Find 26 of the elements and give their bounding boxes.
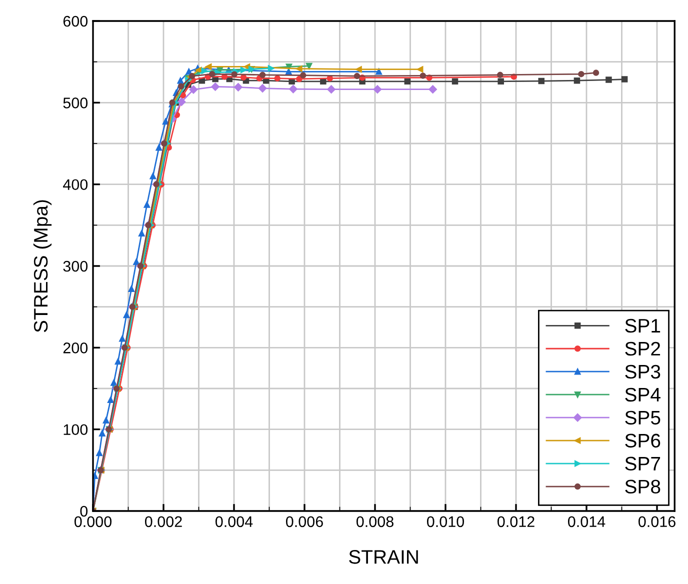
x-tick-label: 0.016 xyxy=(638,516,676,528)
legend-label: SP1 xyxy=(625,318,660,333)
y-tick-label: 300 xyxy=(63,260,88,272)
legend-label: SP8 xyxy=(625,480,660,494)
legend-label: SP4 xyxy=(625,388,660,402)
x-tick-label: 0.014 xyxy=(568,516,606,528)
x-tick-label: 0.006 xyxy=(286,516,323,528)
x-tick-label: 0.010 xyxy=(426,516,464,528)
x-tick-label: 0.004 xyxy=(215,516,253,528)
legend-label: SP2 xyxy=(625,342,660,356)
legend-label: SP7 xyxy=(625,456,660,471)
legend-label: SP6 xyxy=(625,434,660,448)
x-axis-title: STRAIN xyxy=(349,550,418,564)
legend-label: SP3 xyxy=(625,364,660,379)
x-tick-label: 0.002 xyxy=(144,516,182,528)
y-tick-label: 200 xyxy=(63,342,88,354)
y-axis-title: STRESS (Mpa) xyxy=(33,200,52,332)
legend-label: SP5 xyxy=(625,410,660,425)
x-tick-label: 0.000 xyxy=(74,516,112,528)
y-tick-label: 600 xyxy=(63,16,88,27)
x-tick-label: 0.012 xyxy=(497,516,534,528)
y-tick-label: 500 xyxy=(63,98,88,108)
y-tick-label: 400 xyxy=(63,179,88,190)
y-tick-label: 100 xyxy=(64,424,88,436)
y-tick-label: 0 xyxy=(80,506,88,517)
x-tick-label: 0.008 xyxy=(356,516,394,528)
